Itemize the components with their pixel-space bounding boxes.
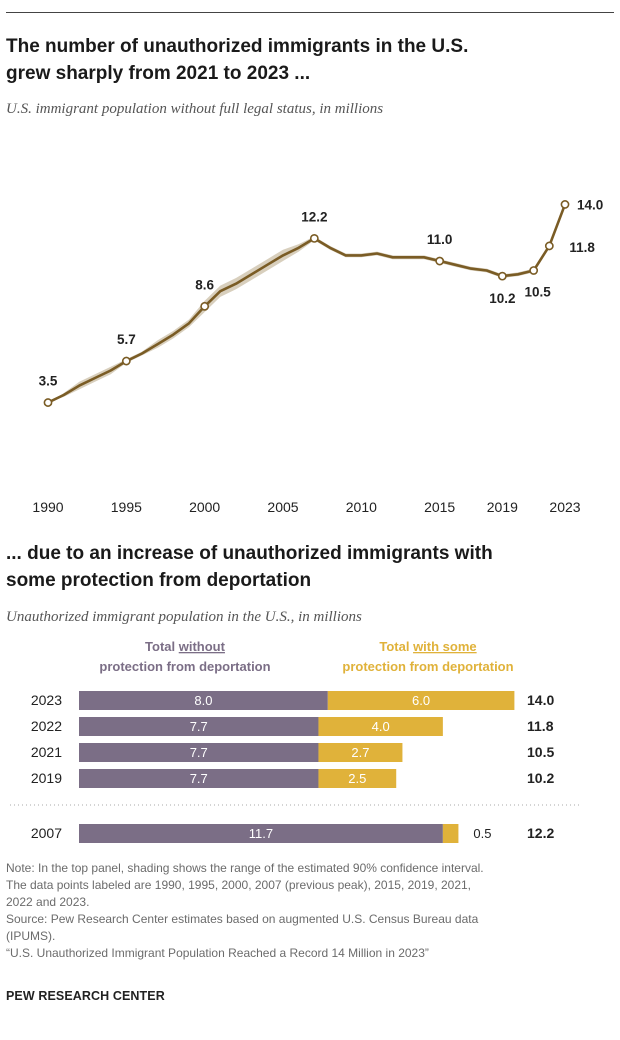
chart1-title-line2: grew sharply from 2021 to 2023 ... [6, 63, 311, 84]
data-label: 12.2 [301, 209, 327, 224]
total-label: 10.5 [527, 744, 554, 760]
data-point [560, 200, 570, 209]
data-label: 14.0 [577, 197, 603, 212]
category-label: 2022 [31, 718, 62, 734]
bar-without [79, 743, 319, 762]
chart1-title-line1: The number of unauthorized immigrants in… [6, 36, 469, 57]
x-tick-label: 2000 [189, 499, 220, 515]
x-tick-label: 1990 [32, 499, 63, 515]
x-tick-label: 2005 [267, 499, 298, 515]
top-rule [6, 12, 614, 13]
bar-without [79, 824, 443, 843]
legend-with-line1: Total with some [379, 639, 476, 654]
source-line: Source: Pew Research Center estimates ba… [6, 912, 479, 926]
x-tick-label: 2015 [424, 499, 455, 515]
bar-with-label: 2.7 [351, 745, 369, 760]
bar-with-label: 0.5 [473, 826, 491, 841]
line-chart: 3.5 5.7 8.6 12.2 11.0 10.2 10.5 11.8 14.0 1990 199… [32, 197, 603, 515]
bar-with [442, 824, 459, 843]
note-line: The data points labeled are 1990, 1995, … [6, 878, 472, 892]
data-point [200, 301, 210, 311]
data-point [435, 256, 445, 266]
bar-without [79, 717, 319, 736]
bar-with-label: 4.0 [372, 719, 390, 734]
data-point [121, 356, 131, 366]
data-point [43, 398, 53, 407]
bar-without [79, 769, 319, 788]
bar-without-label: 8.0 [194, 693, 212, 708]
data-label: 8.6 [195, 277, 214, 292]
category-label: 2019 [31, 770, 62, 786]
series-line [46, 203, 567, 404]
data-label: 3.5 [39, 374, 58, 389]
bar-with-label: 2.5 [348, 771, 366, 786]
data-label: 10.5 [525, 284, 552, 299]
data-point [309, 234, 319, 243]
category-label: 2021 [31, 744, 62, 760]
bar-without-label: 7.7 [190, 745, 208, 760]
legend-without-line1: Total without [145, 639, 226, 654]
x-tick-label: 2023 [549, 499, 580, 515]
x-tick-label: 2010 [346, 499, 377, 515]
chart2-subtitle: Unauthorized immigrant population in the… [6, 609, 362, 625]
total-label: 14.0 [527, 692, 554, 708]
data-label: 11.8 [569, 240, 595, 255]
bar-with [327, 691, 515, 710]
category-label: 2023 [31, 692, 62, 708]
bar-without-label: 7.7 [190, 719, 208, 734]
total-label: 11.8 [527, 718, 554, 734]
legend-without-prefix: Total [145, 639, 179, 654]
chart1-subtitle: U.S. immigrant population without full l… [6, 101, 384, 117]
total-label: 10.2 [527, 770, 554, 786]
bar-with-label: 6.0 [412, 693, 430, 708]
data-label: 10.2 [489, 291, 515, 306]
legend-without-line2: protection from deportation [99, 659, 270, 674]
pew-logo-text: PEW RESEARCH CENTER [6, 989, 165, 1003]
legend-with-prefix: Total [379, 639, 413, 654]
legend-with-emphasis: with some [412, 639, 477, 654]
data-label: 5.7 [117, 332, 136, 347]
data-point [544, 241, 554, 251]
chart2-title-line2: some protection from deportation [6, 570, 312, 591]
category-label: 2007 [31, 825, 62, 841]
bar-with [318, 717, 443, 736]
x-tick-label: 1995 [111, 499, 142, 515]
bar-without-label: 7.7 [190, 771, 208, 786]
data-point [529, 266, 539, 275]
bar-with [318, 743, 403, 762]
legend-without-emphasis: without [178, 639, 226, 654]
note-line: 2022 and 2023. [6, 895, 90, 909]
bar-without [79, 691, 328, 710]
bar-with [318, 769, 397, 788]
legend-with-line2: protection from deportation [342, 659, 513, 674]
data-point [497, 271, 507, 281]
total-label: 12.2 [527, 825, 554, 841]
data-label: 11.0 [427, 232, 453, 247]
bar-without-label: 11.7 [249, 826, 273, 841]
note-line: Note: In the top panel, shading shows th… [6, 861, 484, 875]
chart2-title-line1: ... due to an increase of unauthorized i… [6, 543, 493, 564]
confidence-band [48, 202, 565, 403]
source-line: (IPUMS). [6, 929, 56, 943]
bar-chart: Total without protection from deportation… [10, 639, 580, 843]
x-tick-label: 2019 [487, 499, 518, 515]
report-title-line: “U.S. Unauthorized Immigrant Population … [6, 946, 429, 960]
notes: Note: In the top panel, shading shows th… [6, 860, 612, 962]
